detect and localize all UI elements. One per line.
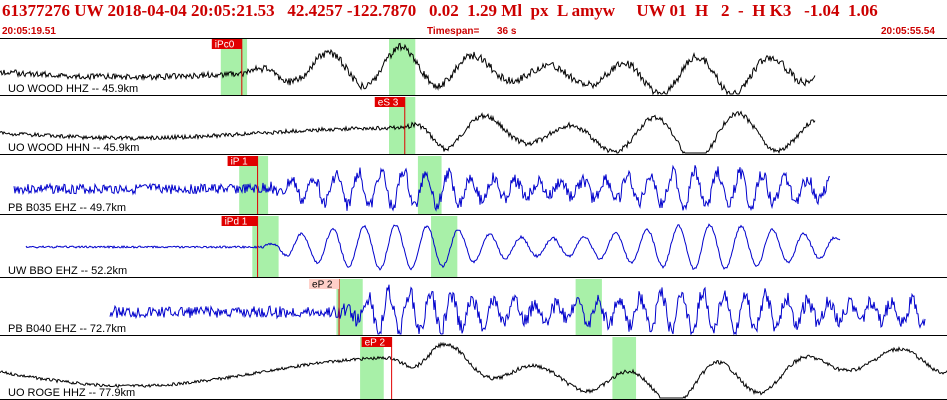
seismogram-trace — [0, 42, 816, 96]
event-header: 61377276 UW 2018-04-04 20:05:21.53 42.42… — [0, 0, 947, 26]
pick-label: eP 2 — [365, 338, 386, 349]
pick-flag — [374, 97, 405, 107]
station-label: PB B035 EHZ -- 49.7km — [8, 202, 126, 214]
waveform-panel[interactable]: iPc0 UO WOOD HHZ -- 45.9km eS 3 UO WOOD HHN… — [0, 38, 947, 400]
end-time: 20:05:55.54 — [881, 26, 935, 37]
event-title: 61377276 UW 2018-04-04 20:05:21.53 42.42… — [2, 1, 878, 20]
station-label: PB B040 EHZ -- 72.7km — [8, 323, 126, 335]
analysis-window — [360, 337, 384, 399]
trace-row: iPd 1 UW BBO EHZ -- 52.2km — [0, 216, 947, 278]
pick-flag — [361, 337, 392, 347]
pick-label: iP 1 — [231, 157, 248, 168]
pick-flag — [211, 39, 242, 49]
analysis-window — [336, 279, 363, 335]
seismogram-trace — [13, 164, 830, 212]
trace-row: iP 1 PB B035 EHZ -- 49.7km — [0, 156, 947, 215]
trace-row: eP 2 UO ROGE HHZ -- 77.9km — [0, 337, 947, 400]
seismogram-trace — [25, 223, 841, 271]
trace-row: iPc0 UO WOOD HHZ -- 45.9km — [0, 39, 947, 96]
analysis-window — [431, 216, 458, 277]
pick-label: eS 3 — [378, 98, 399, 109]
analysis-window — [612, 337, 637, 399]
seismogram-trace — [109, 284, 926, 336]
seismogram-trace — [0, 341, 947, 399]
pick-flag — [309, 279, 340, 289]
seismogram-trace — [0, 110, 816, 155]
station-label: UO ROGE HHZ -- 77.9km — [8, 387, 135, 399]
timespan-value: 36 s — [497, 26, 517, 37]
pick-label: iPd 1 — [225, 217, 248, 228]
pick-label: iPc0 — [215, 40, 235, 51]
start-time: 20:05:19.51 — [2, 26, 56, 37]
station-label: UO WOOD HHZ -- 45.9km — [8, 83, 138, 95]
pick-flag — [227, 156, 258, 166]
pick-label: eP 2 — [312, 280, 333, 291]
pick-flag — [221, 216, 258, 226]
timespan-label: Timespan= — [427, 26, 480, 37]
time-axis-bar: 20:05:19.51 Timespan= 36 s 20:05:55.54 — [0, 26, 947, 38]
analysis-window — [388, 39, 416, 95]
station-label: UW BBO EHZ -- 52.2km — [8, 265, 127, 277]
station-label: UO WOOD HHN -- 45.9km — [8, 142, 139, 154]
analysis-window — [575, 279, 602, 335]
trace-row: eS 3 UO WOOD HHN -- 45.9km — [0, 97, 947, 155]
trace-row: eP 2 PB B040 EHZ -- 72.7km — [0, 279, 947, 336]
